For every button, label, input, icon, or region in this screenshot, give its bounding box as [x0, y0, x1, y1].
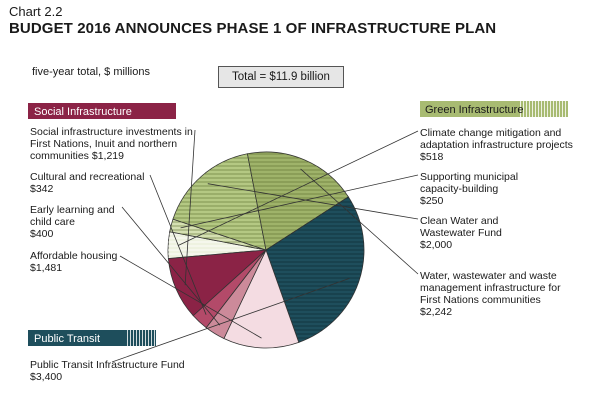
slice-label: Public Transit Infrastructure Fund $3,400 — [30, 359, 185, 383]
slice-label: Climate change mitigation and adaptation … — [420, 127, 573, 163]
pie-slice — [223, 248, 300, 349]
slice-value: $2,242 — [420, 306, 452, 318]
svg-text:Public Transit: Public Transit — [34, 333, 100, 345]
slice-value: $518 — [420, 151, 444, 163]
slice-label: Affordable housing $1,481 — [30, 250, 118, 274]
leader-line — [121, 206, 221, 326]
legend-public-transit: Public Transit — [28, 330, 156, 346]
slice-value: $2,000 — [420, 239, 452, 251]
pie-slice-hatch — [172, 153, 266, 250]
slice-value: $400 — [30, 228, 54, 240]
chart-subtitle: five-year total, $ millions — [32, 66, 150, 78]
chart-title: BUDGET 2016 ANNOUNCES PHASE 1 OF INFRAST… — [9, 20, 497, 37]
pie-slice — [167, 249, 268, 317]
leader-line — [177, 130, 419, 246]
svg-text:Green Infrastructure: Green Infrastructure — [425, 104, 523, 116]
leader-line — [184, 129, 196, 286]
leader-line — [119, 255, 262, 339]
slice-value: $3,400 — [30, 371, 62, 383]
leader-line — [300, 168, 419, 275]
chart-number: Chart 2.2 — [9, 4, 63, 19]
pie-slice-hatch — [266, 196, 364, 343]
leader-line — [207, 183, 419, 220]
leader-line — [180, 174, 419, 229]
slice-value: $250 — [420, 195, 444, 207]
leader-line — [149, 174, 207, 315]
slice-label: Early learning and child care $400 — [30, 204, 115, 240]
slice-label: Social infrastructure investments in Firs… — [30, 126, 193, 162]
slice-value: $342 — [30, 183, 54, 195]
slice-label: Supporting municipal capacity-building $25… — [420, 171, 518, 207]
slice-label: Cultural and recreational $342 — [30, 171, 144, 195]
svg-text:Social Infrastructure: Social Infrastructure — [34, 106, 132, 118]
legend-green-infrastructure: Green Infrastructure — [420, 101, 568, 117]
slice-value: $1,481 — [30, 262, 62, 274]
slice-label: Clean Water and Wastewater Fund $2,000 — [420, 215, 502, 251]
slice-label: Water, wastewater and waste management in… — [420, 270, 561, 318]
total-box: Total = $11.9 billion — [218, 66, 344, 88]
legend-social-infrastructure: Social Infrastructure — [28, 103, 176, 119]
